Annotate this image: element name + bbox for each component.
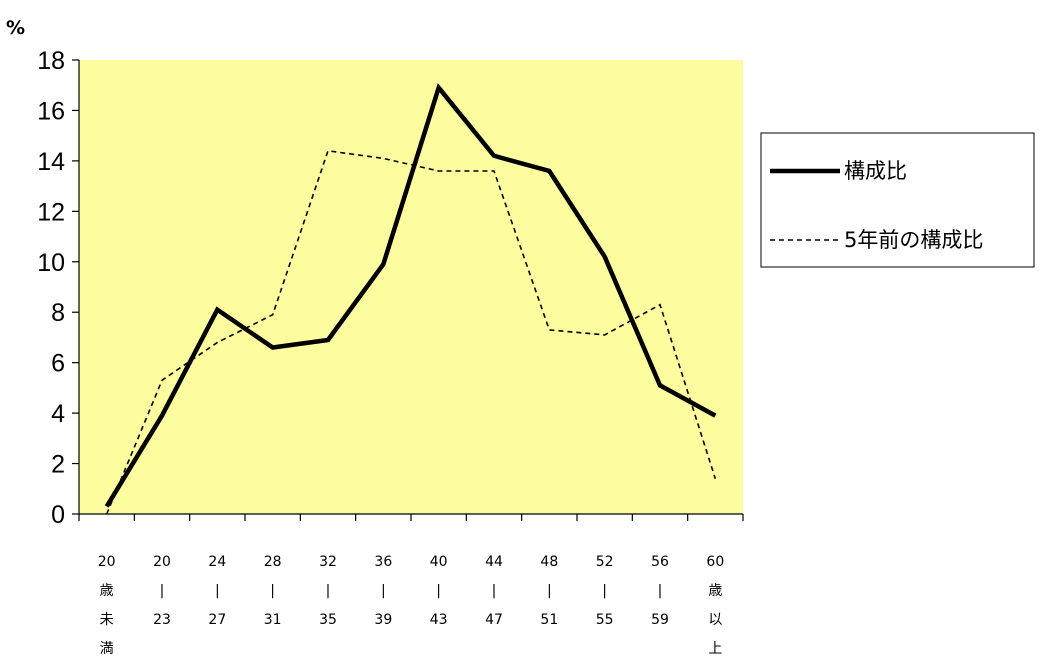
y-axis-unit-label: % (6, 17, 25, 39)
x-category-line: 60 (706, 554, 724, 570)
y-tick-label: 18 (37, 47, 65, 75)
y-axis-ticks: 0 2 4 6 8 10 12 14 16 18 (37, 47, 79, 529)
x-category-line: 歳 (100, 583, 114, 599)
y-tick-label: 12 (37, 198, 65, 226)
x-category-label: 20 | 23 (153, 554, 171, 628)
series-line-dashed (105, 149, 717, 515)
x-category-line: 満 (100, 641, 114, 657)
legend-label-dashed: 5年前の構成比 (844, 228, 983, 252)
x-category-line: 27 (208, 612, 226, 628)
x-category-line: 28 (264, 554, 282, 570)
y-tick-label: 0 (51, 501, 65, 529)
y-tick-label: 16 (37, 97, 65, 125)
y-tick-label: 6 (51, 350, 65, 378)
x-category-line: 59 (651, 612, 669, 628)
x-category-label: 24 | 27 (208, 554, 226, 628)
x-category-line: 20 (98, 554, 116, 570)
x-axis-categories: 20歳未満20|2324|2728|3132|3536|3940|4344|47… (78, 514, 744, 657)
x-category-line: 35 (319, 612, 337, 628)
x-category-label: 40 | 43 (430, 554, 448, 628)
x-category-line: 未 (100, 612, 114, 628)
x-category-line: | (215, 583, 220, 599)
x-category-label: 44 | 47 (485, 554, 503, 628)
x-category-label: 56 | 59 (651, 554, 669, 628)
x-category-label: 48 | 51 (540, 554, 558, 628)
x-category-line: 20 (153, 554, 171, 570)
x-category-line: | (270, 583, 275, 599)
legend-label-solid: 構成比 (844, 159, 907, 183)
x-category-line: 47 (485, 612, 503, 628)
x-category-line: 40 (430, 554, 448, 570)
x-category-line: 24 (208, 554, 226, 570)
y-tick-label: 4 (51, 400, 65, 428)
y-tick-label: 10 (37, 249, 65, 277)
x-category-line: | (602, 583, 607, 599)
y-tick-label: 2 (51, 451, 65, 479)
x-category-line: 44 (485, 554, 503, 570)
x-category-line: 上 (708, 641, 722, 657)
x-category-line: 52 (596, 554, 614, 570)
x-category-line: | (492, 583, 497, 599)
series-lines (104, 83, 717, 515)
x-category-label: 36 | 39 (374, 554, 392, 628)
x-category-line: 歳 (708, 583, 722, 599)
x-category-line: 31 (264, 612, 282, 628)
x-category-line: 32 (319, 554, 337, 570)
x-category-line: 56 (651, 554, 669, 570)
legend: 構成比 5年前の構成比 (760, 132, 1035, 268)
x-category-line: | (436, 583, 441, 599)
x-category-line: | (381, 583, 386, 599)
y-tick-label: 14 (37, 148, 65, 176)
legend-box (760, 132, 1035, 268)
x-category-line: 36 (374, 554, 392, 570)
x-category-line: 51 (540, 612, 558, 628)
plot-area (79, 60, 743, 514)
x-category-label: 28 | 31 (264, 554, 282, 628)
y-tick-label: 8 (51, 299, 65, 327)
x-category-line: 48 (540, 554, 558, 570)
x-category-label: 52 | 55 (596, 554, 614, 628)
x-category-label: 60 歳以上 (706, 554, 724, 657)
x-category-label: 20 歳未満 (98, 554, 116, 657)
x-category-line: | (160, 583, 165, 599)
x-category-line: | (658, 583, 663, 599)
x-category-label: 32 | 35 (319, 554, 337, 628)
series-line-solid (104, 83, 717, 508)
x-category-line: 55 (596, 612, 614, 628)
x-category-line: 以 (708, 612, 722, 628)
x-category-line: 39 (374, 612, 392, 628)
x-category-line: | (547, 583, 552, 599)
x-category-line: 43 (430, 612, 448, 628)
x-category-line: | (326, 583, 331, 599)
x-category-line: 23 (153, 612, 171, 628)
